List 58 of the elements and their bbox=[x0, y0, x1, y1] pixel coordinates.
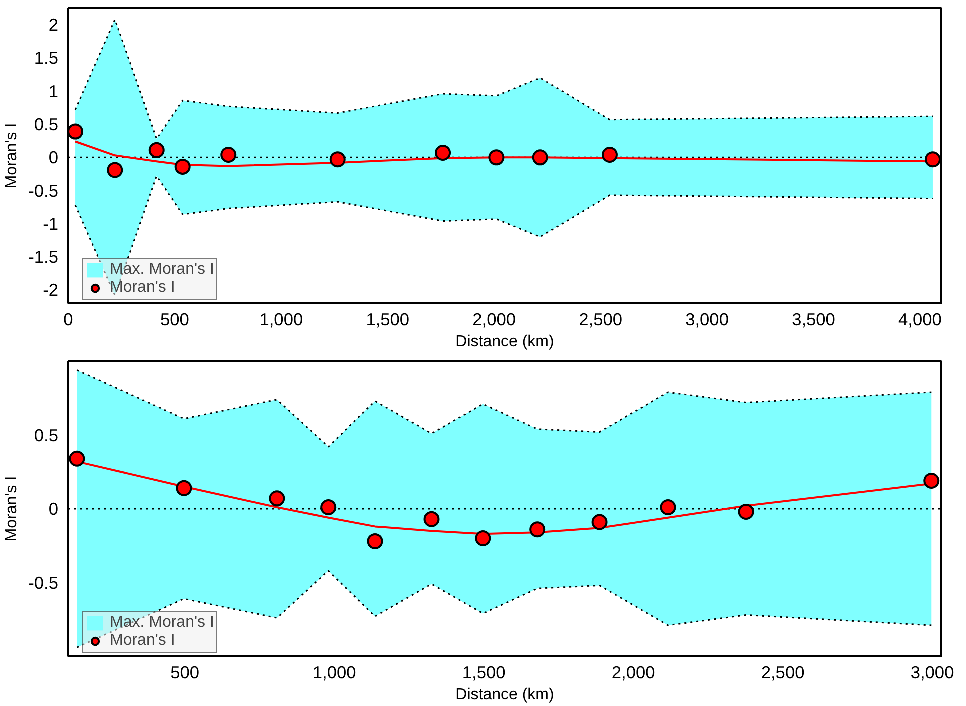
legend-label: Moran's I bbox=[110, 632, 176, 650]
y-tick-label: 0.5 bbox=[34, 114, 59, 135]
x-axis-title: Distance (km) bbox=[456, 686, 554, 704]
y-tick-label: -2 bbox=[43, 280, 59, 300]
point bbox=[660, 500, 676, 516]
point bbox=[69, 450, 86, 467]
x-tick-label: 0 bbox=[64, 310, 74, 330]
y-tick-label: 2 bbox=[48, 15, 59, 36]
x-tick-label: 3,500 bbox=[792, 310, 836, 330]
point bbox=[367, 533, 384, 550]
point bbox=[320, 500, 337, 516]
point bbox=[488, 150, 505, 166]
y-axis-title: Moran's I bbox=[4, 476, 21, 542]
point bbox=[174, 158, 191, 175]
point bbox=[269, 490, 286, 507]
point bbox=[176, 480, 192, 496]
point bbox=[424, 511, 440, 528]
x-tick-label: 2,500 bbox=[579, 310, 623, 330]
point bbox=[532, 150, 548, 166]
x-tick-label: 1,000 bbox=[260, 310, 304, 330]
x-tick-label: 500 bbox=[170, 662, 200, 682]
x-tick-label: 4,000 bbox=[898, 310, 942, 330]
point bbox=[148, 142, 165, 158]
y-tick-label: 1.5 bbox=[34, 48, 59, 68]
y-tick-label: -1.5 bbox=[28, 247, 58, 268]
point bbox=[220, 147, 237, 163]
y-tick-label: -0.5 bbox=[28, 572, 58, 593]
point bbox=[330, 152, 346, 168]
y-tick-label: -0.5 bbox=[28, 180, 58, 201]
y-tick-label: 0 bbox=[48, 499, 59, 519]
x-tick-label: 3,000 bbox=[910, 662, 954, 682]
point bbox=[738, 504, 754, 520]
point bbox=[68, 124, 84, 140]
legend-label: Moran's I bbox=[110, 279, 176, 297]
point bbox=[530, 522, 546, 538]
point bbox=[435, 145, 452, 162]
x-tick-label: 1,500 bbox=[462, 662, 506, 682]
point bbox=[924, 472, 940, 489]
x-tick-label: 500 bbox=[160, 310, 190, 330]
x-tick-label: 2,000 bbox=[612, 662, 656, 682]
point bbox=[475, 530, 492, 546]
y-tick-label: 1 bbox=[48, 81, 59, 102]
x-tick-label: 2,500 bbox=[761, 662, 805, 682]
legend-label: Max. Moran's I bbox=[110, 614, 214, 632]
y-tick-label: 0.5 bbox=[34, 425, 59, 446]
legend-label: Max. Moran's I bbox=[110, 261, 214, 279]
y-tick-label: 0 bbox=[48, 148, 59, 168]
x-axis-title: Distance (km) bbox=[456, 334, 554, 350]
x-tick-label: 2,000 bbox=[472, 310, 516, 330]
x-tick-label: 1,500 bbox=[366, 310, 410, 330]
x-tick-label: 3,000 bbox=[686, 310, 729, 330]
point bbox=[602, 147, 618, 163]
y-axis-title: Moran's I bbox=[4, 123, 21, 189]
point bbox=[592, 514, 608, 530]
y-tick-label: -1 bbox=[43, 214, 59, 234]
point bbox=[924, 152, 941, 168]
x-tick-label: 1,000 bbox=[312, 662, 356, 682]
point bbox=[107, 162, 124, 178]
